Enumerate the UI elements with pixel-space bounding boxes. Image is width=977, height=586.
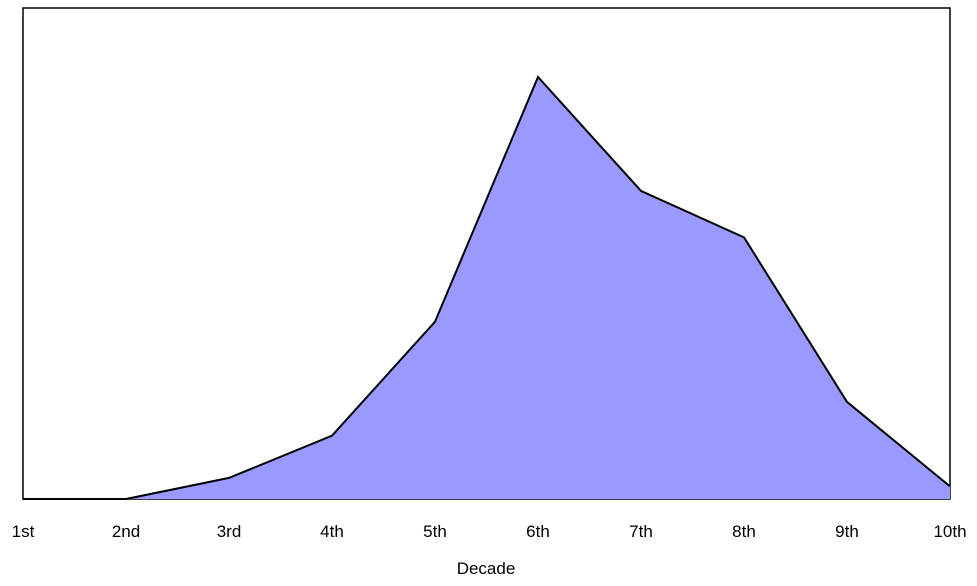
x-tick-label: 9th (835, 522, 859, 541)
series-line (23, 75, 951, 500)
x-tick-label: 1st (12, 522, 35, 541)
x-tick-label: 3rd (217, 522, 242, 541)
x-tick-label: 4th (320, 522, 344, 541)
x-tick-label: 6th (526, 522, 550, 541)
x-tick-label: 7th (629, 522, 653, 541)
x-axis-ticks: 1st 2nd 3rd 4th 5th 6th 7th 8th 9th 10th (12, 522, 967, 541)
x-tick-label: 5th (423, 522, 447, 541)
x-tick-label: 2nd (112, 522, 140, 541)
x-axis-title: Decade (457, 559, 516, 578)
area-layer (23, 75, 951, 500)
area-fill (23, 77, 950, 499)
x-tick-label: 8th (732, 522, 756, 541)
x-tick-label: 10th (933, 522, 966, 541)
